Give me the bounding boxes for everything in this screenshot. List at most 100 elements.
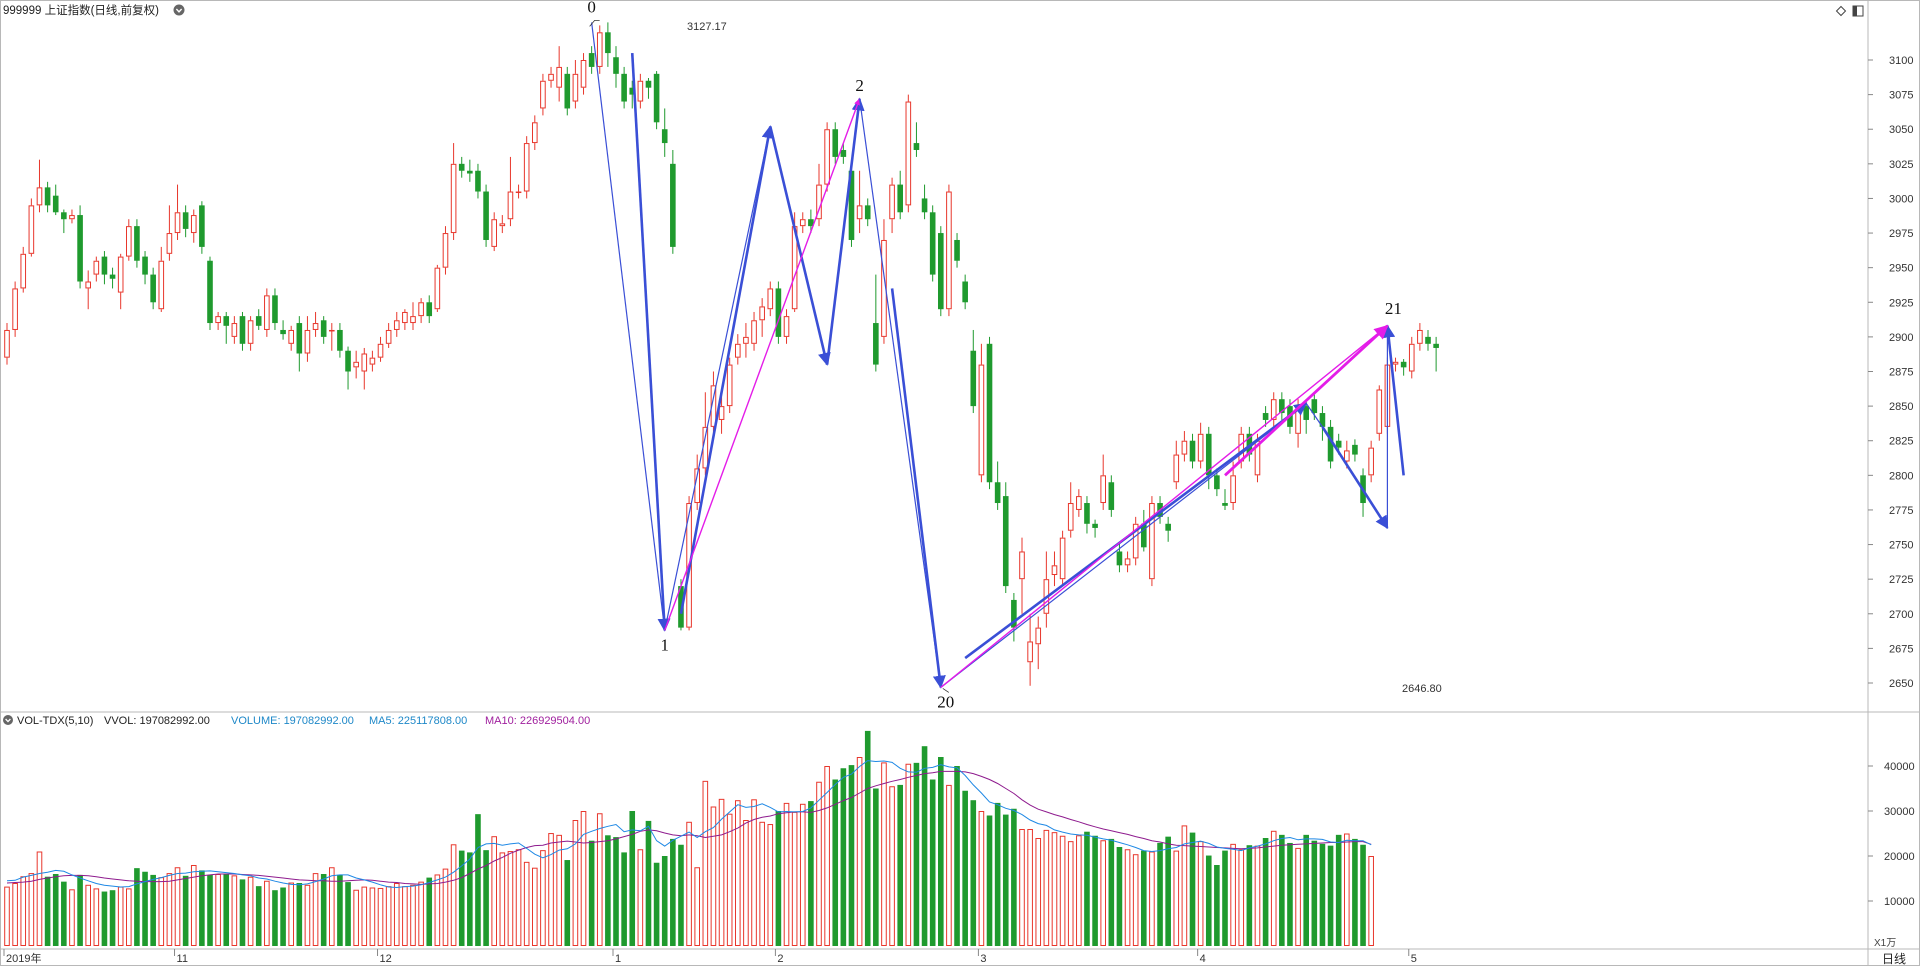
volume-bar <box>312 873 319 946</box>
candle-body <box>264 295 270 330</box>
candle-body <box>329 329 335 332</box>
candle-body <box>174 212 181 234</box>
volume-bar <box>921 746 928 946</box>
candle <box>548 66 554 88</box>
candle-body <box>377 343 384 358</box>
candle-body <box>621 73 627 102</box>
candle-body <box>426 302 433 317</box>
candle <box>134 219 140 268</box>
candle-body <box>280 329 286 335</box>
candle <box>564 66 571 116</box>
candle <box>613 46 619 88</box>
price-tick-label: 2650 <box>1889 678 1913 690</box>
volume-bar <box>629 811 636 946</box>
volume-bar <box>816 781 822 946</box>
candle-body <box>1352 444 1358 455</box>
price-axis: 2650 2675 2700 2725 2750 2775 2800 2825 2850 2875… <box>1868 55 1913 690</box>
candle <box>166 205 173 261</box>
candle-body <box>613 57 619 74</box>
candle-body <box>767 288 774 310</box>
candle-body <box>1002 496 1009 587</box>
diamond-icon[interactable] <box>1835 5 1847 17</box>
candle <box>702 392 709 476</box>
candle-body <box>1141 523 1147 548</box>
volume-bar <box>840 768 847 946</box>
volume-bar <box>1262 838 1269 946</box>
candle-body <box>637 80 644 102</box>
candle-body <box>605 32 611 54</box>
chevron-down-icon[interactable] <box>173 4 185 16</box>
volume-bar <box>467 852 473 946</box>
price-tick-label: 3050 <box>1889 124 1913 136</box>
wave-arrow-down-b <box>769 126 831 366</box>
date-axis: 2019年 11 12 1 2 3 4 5 <box>3 949 1417 965</box>
volume-bar <box>158 877 165 947</box>
candle <box>994 461 1001 510</box>
candle-body <box>134 226 140 261</box>
volume-bar <box>304 884 311 946</box>
volume-bar <box>190 865 197 946</box>
candle <box>881 219 887 344</box>
candle-body <box>1270 399 1277 420</box>
candle <box>523 136 530 199</box>
candle <box>970 329 977 414</box>
volume-bar <box>4 886 10 946</box>
candle <box>1019 537 1025 614</box>
candle <box>1092 519 1098 538</box>
candle <box>223 311 230 344</box>
price-tick-label: 2675 <box>1889 643 1913 655</box>
candle-body <box>1181 440 1188 455</box>
candle-body <box>978 364 985 476</box>
volume-bar <box>329 867 335 946</box>
chevron-down-icon[interactable] <box>3 715 13 725</box>
candle <box>377 336 384 362</box>
candle <box>751 311 757 351</box>
wave-arrow-down-1 <box>630 53 671 632</box>
candle-body <box>255 316 262 326</box>
price-tick-label: 2850 <box>1889 401 1913 413</box>
candle <box>1141 509 1147 552</box>
low-pointer <box>942 688 950 693</box>
candle-body <box>1425 336 1431 344</box>
candle-body <box>994 482 1001 504</box>
volume-bar <box>1230 843 1236 946</box>
candle-body <box>938 233 944 310</box>
candle-body <box>718 406 725 420</box>
volume-bar <box>678 844 684 946</box>
candle-body <box>215 316 221 324</box>
candle-body <box>1173 454 1180 483</box>
candle <box>1132 516 1139 566</box>
candle-body <box>499 223 506 227</box>
volume-bar <box>808 801 814 946</box>
volume-value: VOLUME: 197082992.00 <box>231 715 354 727</box>
candle-body <box>272 295 278 324</box>
volume-bar <box>686 821 692 946</box>
candle-body <box>61 212 67 220</box>
candle-body <box>1011 599 1017 628</box>
candle <box>109 267 116 289</box>
volume-bar <box>491 836 497 947</box>
candle-body <box>402 311 408 324</box>
candle <box>596 25 603 74</box>
candle-body <box>1059 537 1066 580</box>
volume-bar <box>134 868 140 946</box>
candle <box>1270 392 1277 427</box>
candle <box>946 184 952 317</box>
candle-body <box>661 129 668 144</box>
candle <box>1408 336 1415 379</box>
candle-body <box>1319 413 1326 427</box>
window-icon[interactable] <box>1852 5 1864 17</box>
volume-bar <box>166 873 173 946</box>
period-label[interactable]: 日线 <box>1882 952 1906 966</box>
candle <box>182 205 189 238</box>
candle-body <box>921 198 928 213</box>
price-tick-label: 2700 <box>1889 609 1913 621</box>
candle-body <box>337 329 343 351</box>
candle-body <box>1076 496 1082 510</box>
candle-body <box>126 226 132 257</box>
candle <box>1011 593 1017 642</box>
volume-bar <box>1059 835 1066 946</box>
candle <box>158 246 165 312</box>
